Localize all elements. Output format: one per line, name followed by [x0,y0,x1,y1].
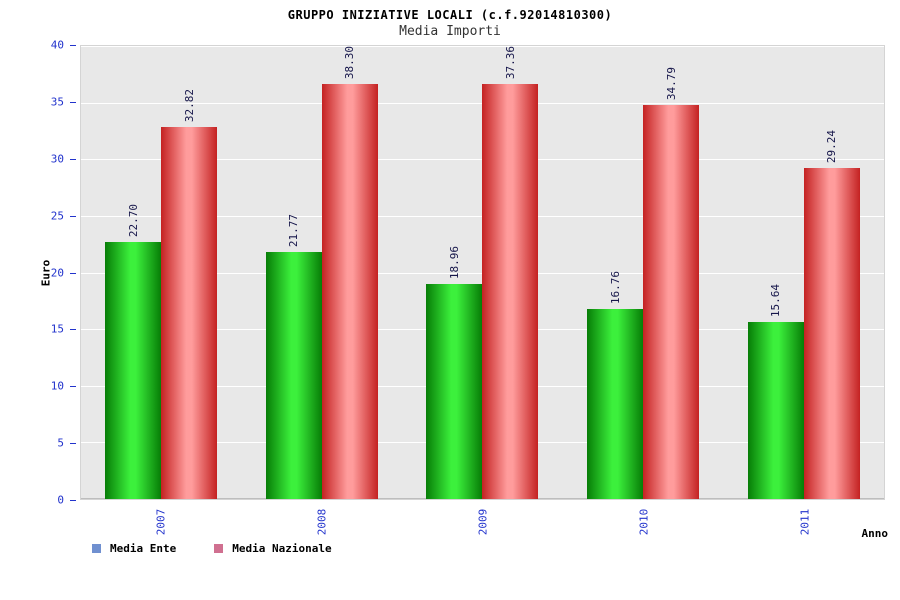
bar-media-ente-2008 [265,252,322,499]
y-tick-label: 20 [50,266,64,279]
y-tick-mark [70,101,76,103]
y-tick-label: 25 [50,209,64,223]
bar-wrap-media-nazionale-2009: 37.36 [482,46,539,499]
y-tick-label: 5 [57,436,64,450]
y-tick-mark [70,329,76,331]
y-tick-mark [70,45,76,46]
bar-wrap-media-ente-2009: 18.96 [426,46,483,499]
bar-wrap-media-nazionale-2011: 29.24 [803,46,860,499]
y-tick-mark [70,215,76,217]
bar-wrap-media-ente-2010: 16.76 [587,46,644,499]
bar-group-2011: 15.64 29.24 [723,46,884,499]
chart-title: GRUPPO INIZIATIVE LOCALI (c.f.9201481030… [287,8,613,22]
x-tick-label-2011: 2011 [798,508,811,536]
y-tick-mark [70,386,76,388]
bar-wrap-media-nazionale-2010: 34.79 [643,46,700,499]
x-axis: 2007 2008 2009 2010 2011 [80,502,885,546]
bar-group-2009: 18.96 37.36 [402,46,563,499]
bar-media-ente-2010 [587,309,644,499]
bar-media-ente-2007 [105,241,162,499]
y-tick-mark [70,158,76,160]
y-tick-label: 10 [50,379,64,393]
bar-media-nazionale-2008 [321,84,378,499]
plot-area: 22.70 32.82 21.77 38.30 18.96 37.36 16.76 34.79… [80,45,885,500]
x-tick-label-2009: 2009 [476,508,489,536]
y-tick-label: 0 [57,493,64,507]
x-tick-label-2007: 2007 [154,508,167,536]
bar-group-2010: 16.76 34.79 [563,46,724,499]
bar-media-ente-2011 [747,321,804,499]
bar-value-label: 15.64 [769,283,783,317]
bar-value-label: 32.82 [182,89,196,123]
bar-value-label: 37.36 [503,46,517,80]
bar-wrap-media-ente-2007: 22.70 [105,46,162,499]
x-tick-label-2008: 2008 [315,508,328,536]
y-tick-label: 40 [50,38,64,52]
bar-media-ente-2009 [426,284,483,499]
bar-value-label: 29.24 [825,129,839,163]
legend-swatch-icon [92,544,101,553]
x-axis-title: Anno [861,527,889,540]
y-tick-mark [70,443,76,445]
chart-subtitle: Media Importi [399,24,501,39]
bar-value-label: 38.30 [343,46,357,80]
y-tick-label: 15 [50,322,64,336]
bar-group-2007: 22.70 32.82 [81,46,242,499]
y-tick-label: 30 [50,152,64,166]
bar-value-label: 21.77 [287,214,301,248]
gridline [81,46,884,47]
bar-group-2008: 21.77 38.30 [242,46,403,499]
bar-media-nazionale-2007 [161,127,218,499]
y-tick-mark [70,500,76,501]
y-axis: 0 5 10 15 20 25 30 35 40 [0,39,78,507]
bar-wrap-media-ente-2011: 15.64 [747,46,804,499]
bar-value-label: 16.76 [608,271,622,305]
bar-value-label: 18.96 [447,246,461,280]
bar-wrap-media-nazionale-2008: 38.30 [321,46,378,499]
x-tick-label-2010: 2010 [637,508,650,536]
bar-wrap-media-nazionale-2007: 32.82 [161,46,218,499]
legend-label: Media Nazionale [232,542,332,555]
legend-item-media-nazionale: Media Nazionale [214,542,332,555]
legend-item-media-ente: Media Ente [92,542,176,555]
legend-label: Media Ente [110,542,177,555]
legend-swatch-icon [214,544,224,553]
bar-wrap-media-ente-2008: 21.77 [265,46,322,499]
bar-media-nazionale-2011 [803,167,860,499]
y-tick-label: 35 [50,95,64,109]
bar-media-nazionale-2010 [643,105,700,499]
bar-value-label: 34.79 [664,66,678,101]
legend: Media Ente Media Nazionale [92,542,332,555]
bar-media-nazionale-2009 [482,84,539,499]
y-tick-mark [70,272,76,274]
bar-value-label: 22.70 [126,203,140,237]
